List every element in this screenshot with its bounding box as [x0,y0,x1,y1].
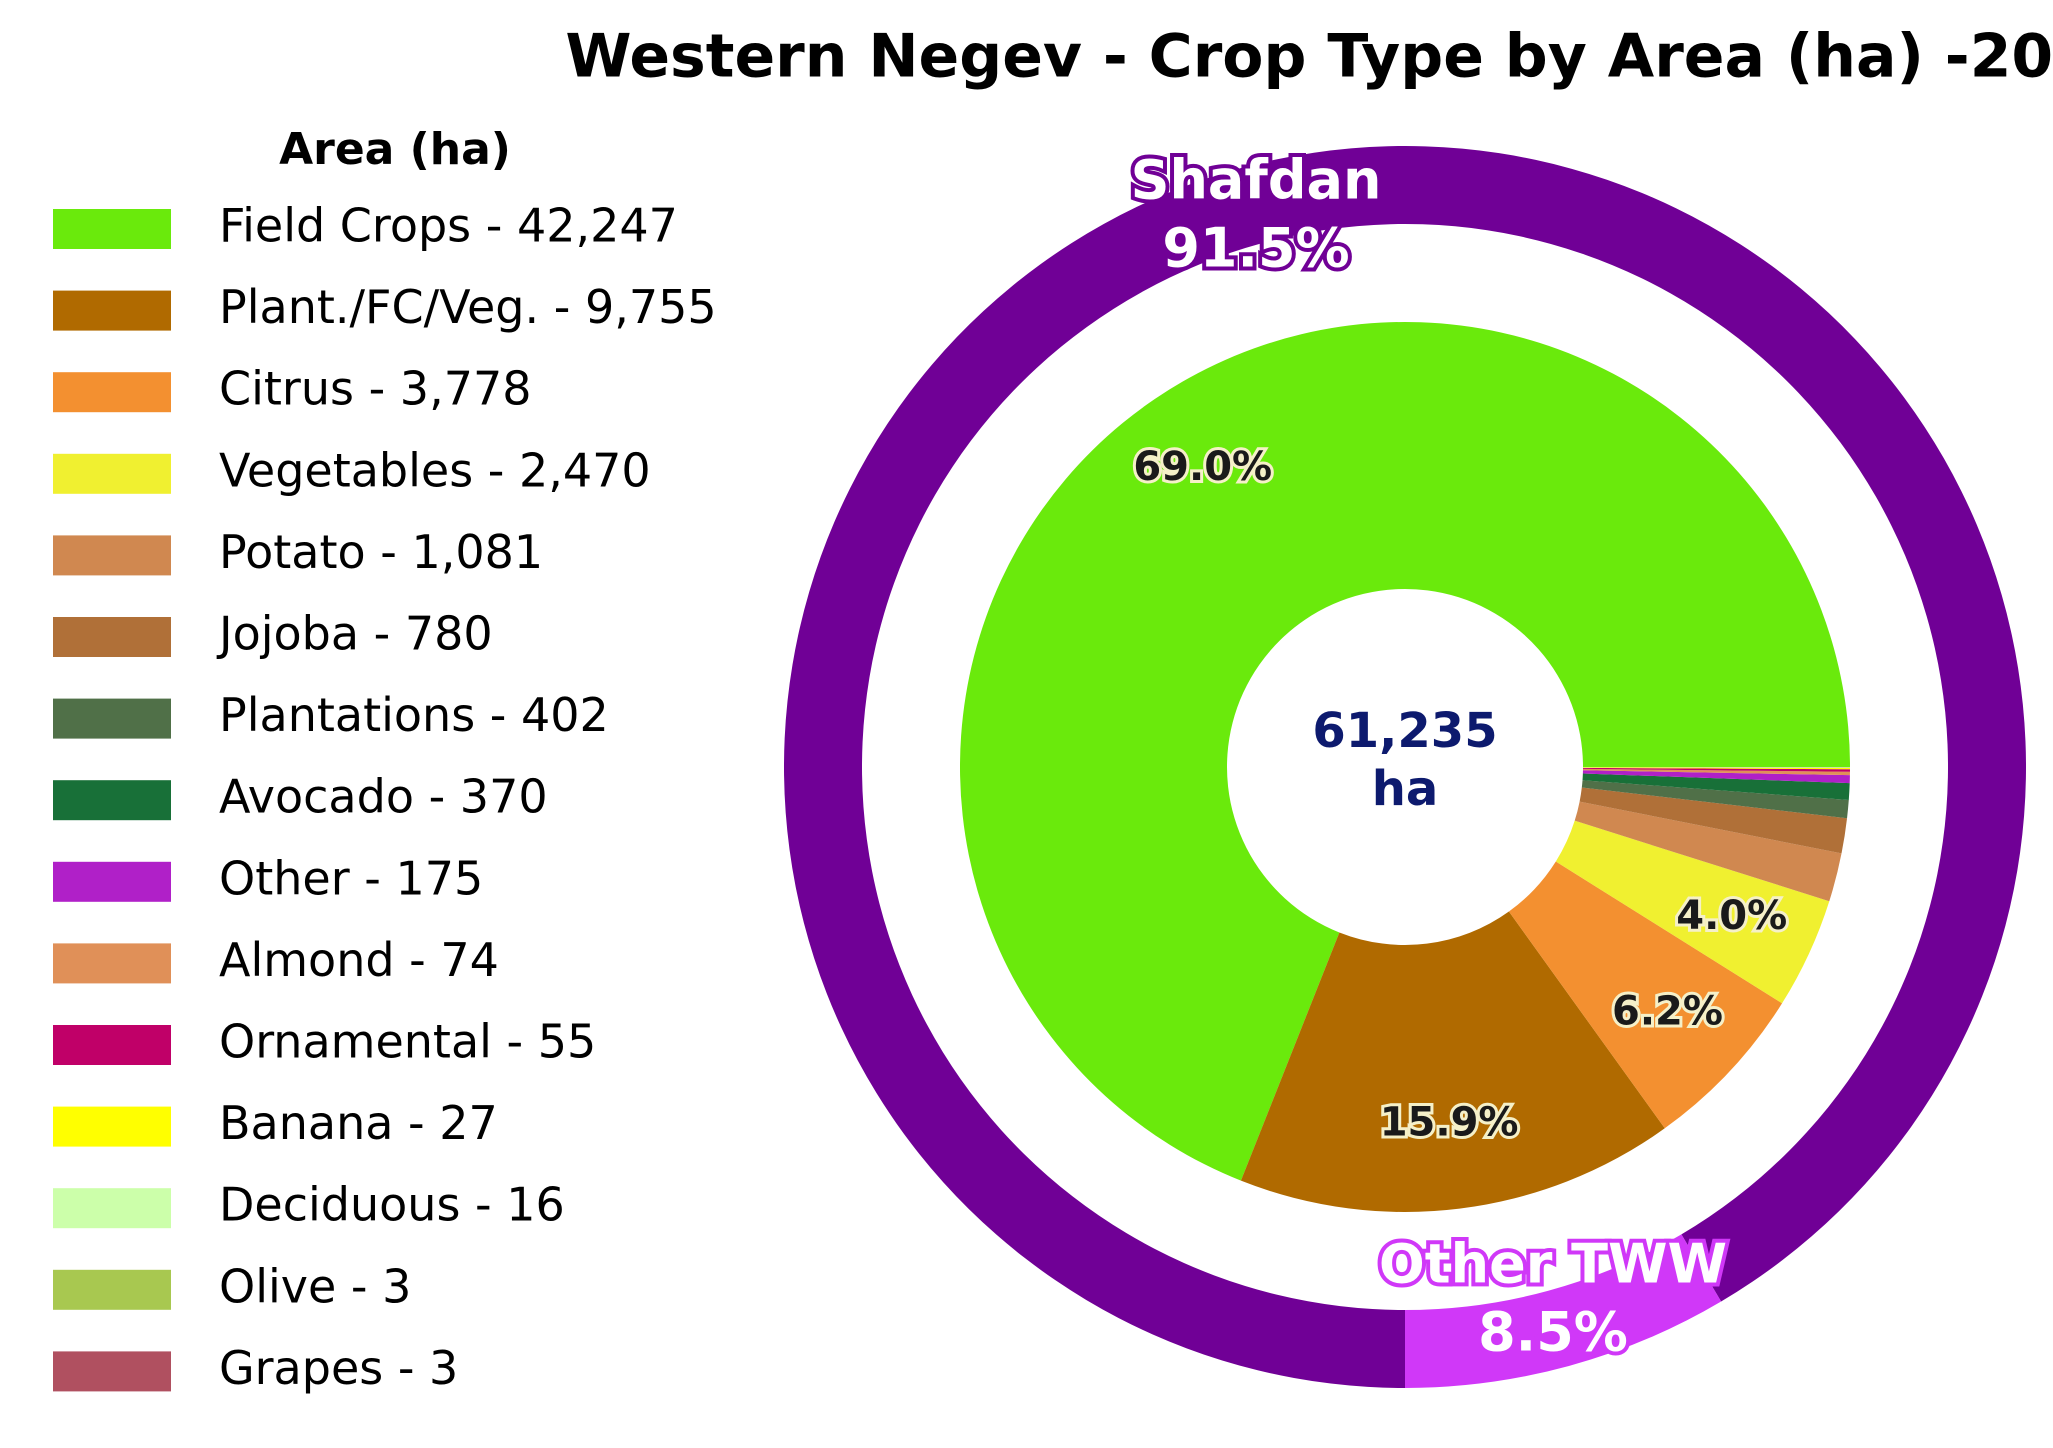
ring-value-label: 91.5% [1162,217,1349,280]
legend-swatch [53,861,171,902]
slice-label: 15.9% [1380,1099,1519,1145]
legend-swatch [53,290,171,331]
legend-label: Olive - 3 [219,1259,411,1313]
pie-slice [1574,801,1842,902]
legend-swatch [53,943,171,984]
slice-label: 69.0% [1133,444,1272,490]
legend-label: Field Crops - 42,247 [219,199,678,253]
legend-label: Jojoba - 780 [216,607,493,661]
ring-name: Shafdan [1131,149,1382,212]
ring-name: Other TWW [1379,1233,1727,1296]
slice-label: 4.0% [1676,893,1787,939]
legend-label: Plantations - 402 [219,688,609,742]
legend-swatch [53,209,171,249]
legend-swatch [53,1188,171,1229]
legend-swatch [53,372,171,413]
pie-slice [1579,787,1848,854]
legend-label: Almond - 74 [219,933,499,987]
center-unit: ha [1372,761,1439,817]
legend-label: Avocado - 370 [219,770,548,824]
chart-title: Western Negev - Crop Type by Area (ha) -… [565,22,2053,92]
legend-swatch [53,1025,171,1065]
legend-title: Area (ha) [279,124,511,175]
pie-slice [1555,820,1830,1004]
pie-slice [1508,861,1783,1129]
pie-slice [1582,770,1850,784]
legend-label: Other - 175 [219,851,483,905]
legend-label: Vegetables - 2,470 [219,443,651,497]
legend-label: Banana - 27 [219,1096,498,1150]
legend-swatch [53,453,171,494]
ring-value-label: 8.5% [1478,1301,1628,1364]
legend-label: Grapes - 3 [219,1341,458,1395]
pie-slice [1582,767,1850,772]
pie-slice [1582,767,1850,769]
legend-label: Plant./FC/Veg. - 9,755 [219,280,717,334]
pie-slice [1581,780,1849,819]
legend-swatch [53,1351,171,1392]
legend-label: Ornamental - 55 [219,1015,596,1069]
legend-label: Deciduous - 16 [219,1178,565,1232]
legend-label: Potato - 1,081 [219,525,543,579]
legend-swatch [53,698,171,739]
legend-swatch [53,617,171,657]
pie-slice [1582,773,1850,800]
legend-swatch [53,1269,171,1310]
pie-slice [1582,767,1850,770]
pie-slice [1240,911,1665,1213]
legend-swatch [53,535,171,576]
ring-segment [1405,1234,1722,1388]
pie-slice [959,322,1850,1181]
pie-slice [1582,768,1850,776]
legend-label: Citrus - 3,778 [219,362,532,416]
center-label: 61,235 [1312,703,1497,759]
slice-label: 6.2% [1612,988,1723,1034]
legend-swatch [53,780,171,821]
legend-swatch [53,1106,171,1147]
